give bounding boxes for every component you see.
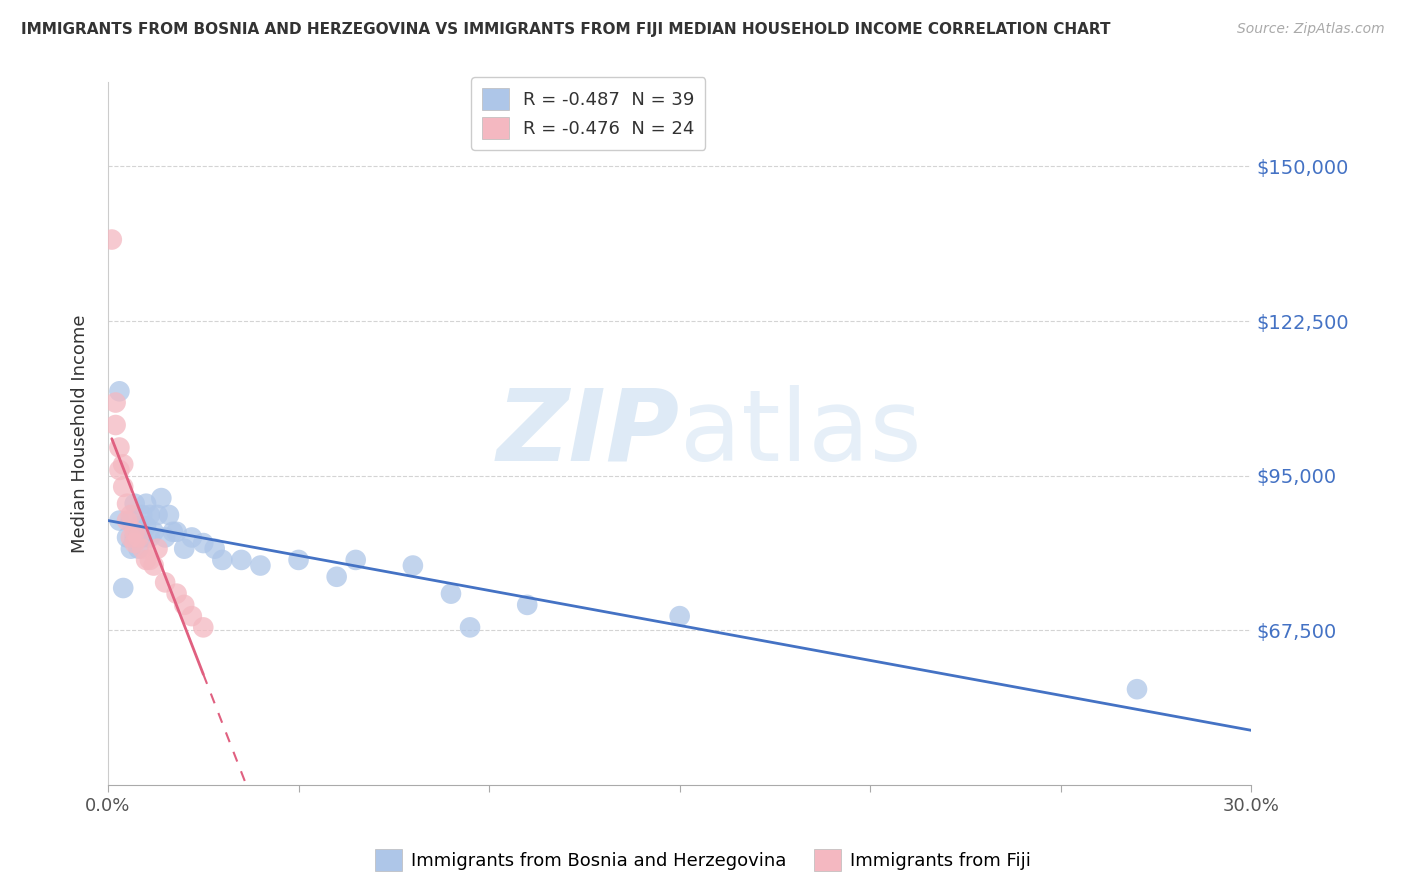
Point (115, 531, 138, 545)
Point (108, 514, 131, 528)
Point (1126, 682, 1149, 697)
Point (135, 519, 157, 533)
Point (120, 531, 142, 545)
Point (142, 524, 165, 539)
Point (115, 514, 138, 528)
Point (124, 531, 146, 545)
Point (668, 609, 690, 624)
Point (142, 558, 165, 573)
Point (139, 508, 162, 522)
Point (139, 553, 162, 567)
Point (120, 514, 142, 528)
Point (108, 463, 131, 477)
Point (124, 536, 146, 550)
Point (211, 553, 233, 567)
Point (166, 524, 188, 539)
Point (112, 480, 135, 494)
Point (249, 558, 271, 573)
Point (146, 508, 169, 522)
Text: IMMIGRANTS FROM BOSNIA AND HERZEGOVINA VS IMMIGRANTS FROM FIJI MEDIAN HOUSEHOLD : IMMIGRANTS FROM BOSNIA AND HERZEGOVINA V… (21, 22, 1111, 37)
Point (458, 620, 481, 634)
Point (173, 598, 195, 612)
Point (402, 558, 425, 573)
Point (115, 497, 138, 511)
Point (127, 531, 149, 545)
Point (131, 508, 153, 522)
Y-axis label: Median Household Income: Median Household Income (72, 314, 89, 553)
Point (173, 541, 195, 556)
Text: atlas: atlas (679, 385, 921, 482)
Point (104, 395, 127, 409)
Point (112, 581, 135, 595)
Point (180, 609, 202, 624)
Point (127, 519, 149, 533)
Point (204, 541, 226, 556)
Point (157, 508, 180, 522)
Point (120, 508, 142, 522)
Legend: Immigrants from Bosnia and Herzegovina, Immigrants from Fiji: Immigrants from Bosnia and Herzegovina, … (368, 842, 1038, 879)
Point (135, 553, 157, 567)
Point (112, 458, 135, 472)
Point (124, 497, 146, 511)
Point (193, 536, 215, 550)
Point (120, 541, 142, 556)
Legend: R = -0.487  N = 39, R = -0.476  N = 24: R = -0.487 N = 39, R = -0.476 N = 24 (471, 77, 706, 150)
Point (440, 587, 463, 601)
Point (325, 570, 347, 584)
Point (127, 541, 149, 556)
Point (104, 417, 127, 432)
Point (108, 441, 131, 455)
Point (516, 598, 538, 612)
Point (124, 524, 146, 539)
Point (135, 497, 157, 511)
Point (153, 531, 176, 545)
Point (162, 524, 184, 539)
Point (344, 553, 367, 567)
Point (231, 553, 253, 567)
Text: ZIP: ZIP (496, 385, 679, 482)
Point (101, 233, 124, 247)
Point (131, 541, 153, 556)
Point (131, 531, 153, 545)
Point (287, 553, 309, 567)
Point (139, 531, 162, 545)
Point (193, 620, 215, 634)
Point (153, 575, 176, 590)
Point (180, 531, 202, 545)
Text: Source: ZipAtlas.com: Source: ZipAtlas.com (1237, 22, 1385, 37)
Point (150, 491, 173, 505)
Point (146, 541, 169, 556)
Point (108, 384, 131, 399)
Point (166, 587, 188, 601)
